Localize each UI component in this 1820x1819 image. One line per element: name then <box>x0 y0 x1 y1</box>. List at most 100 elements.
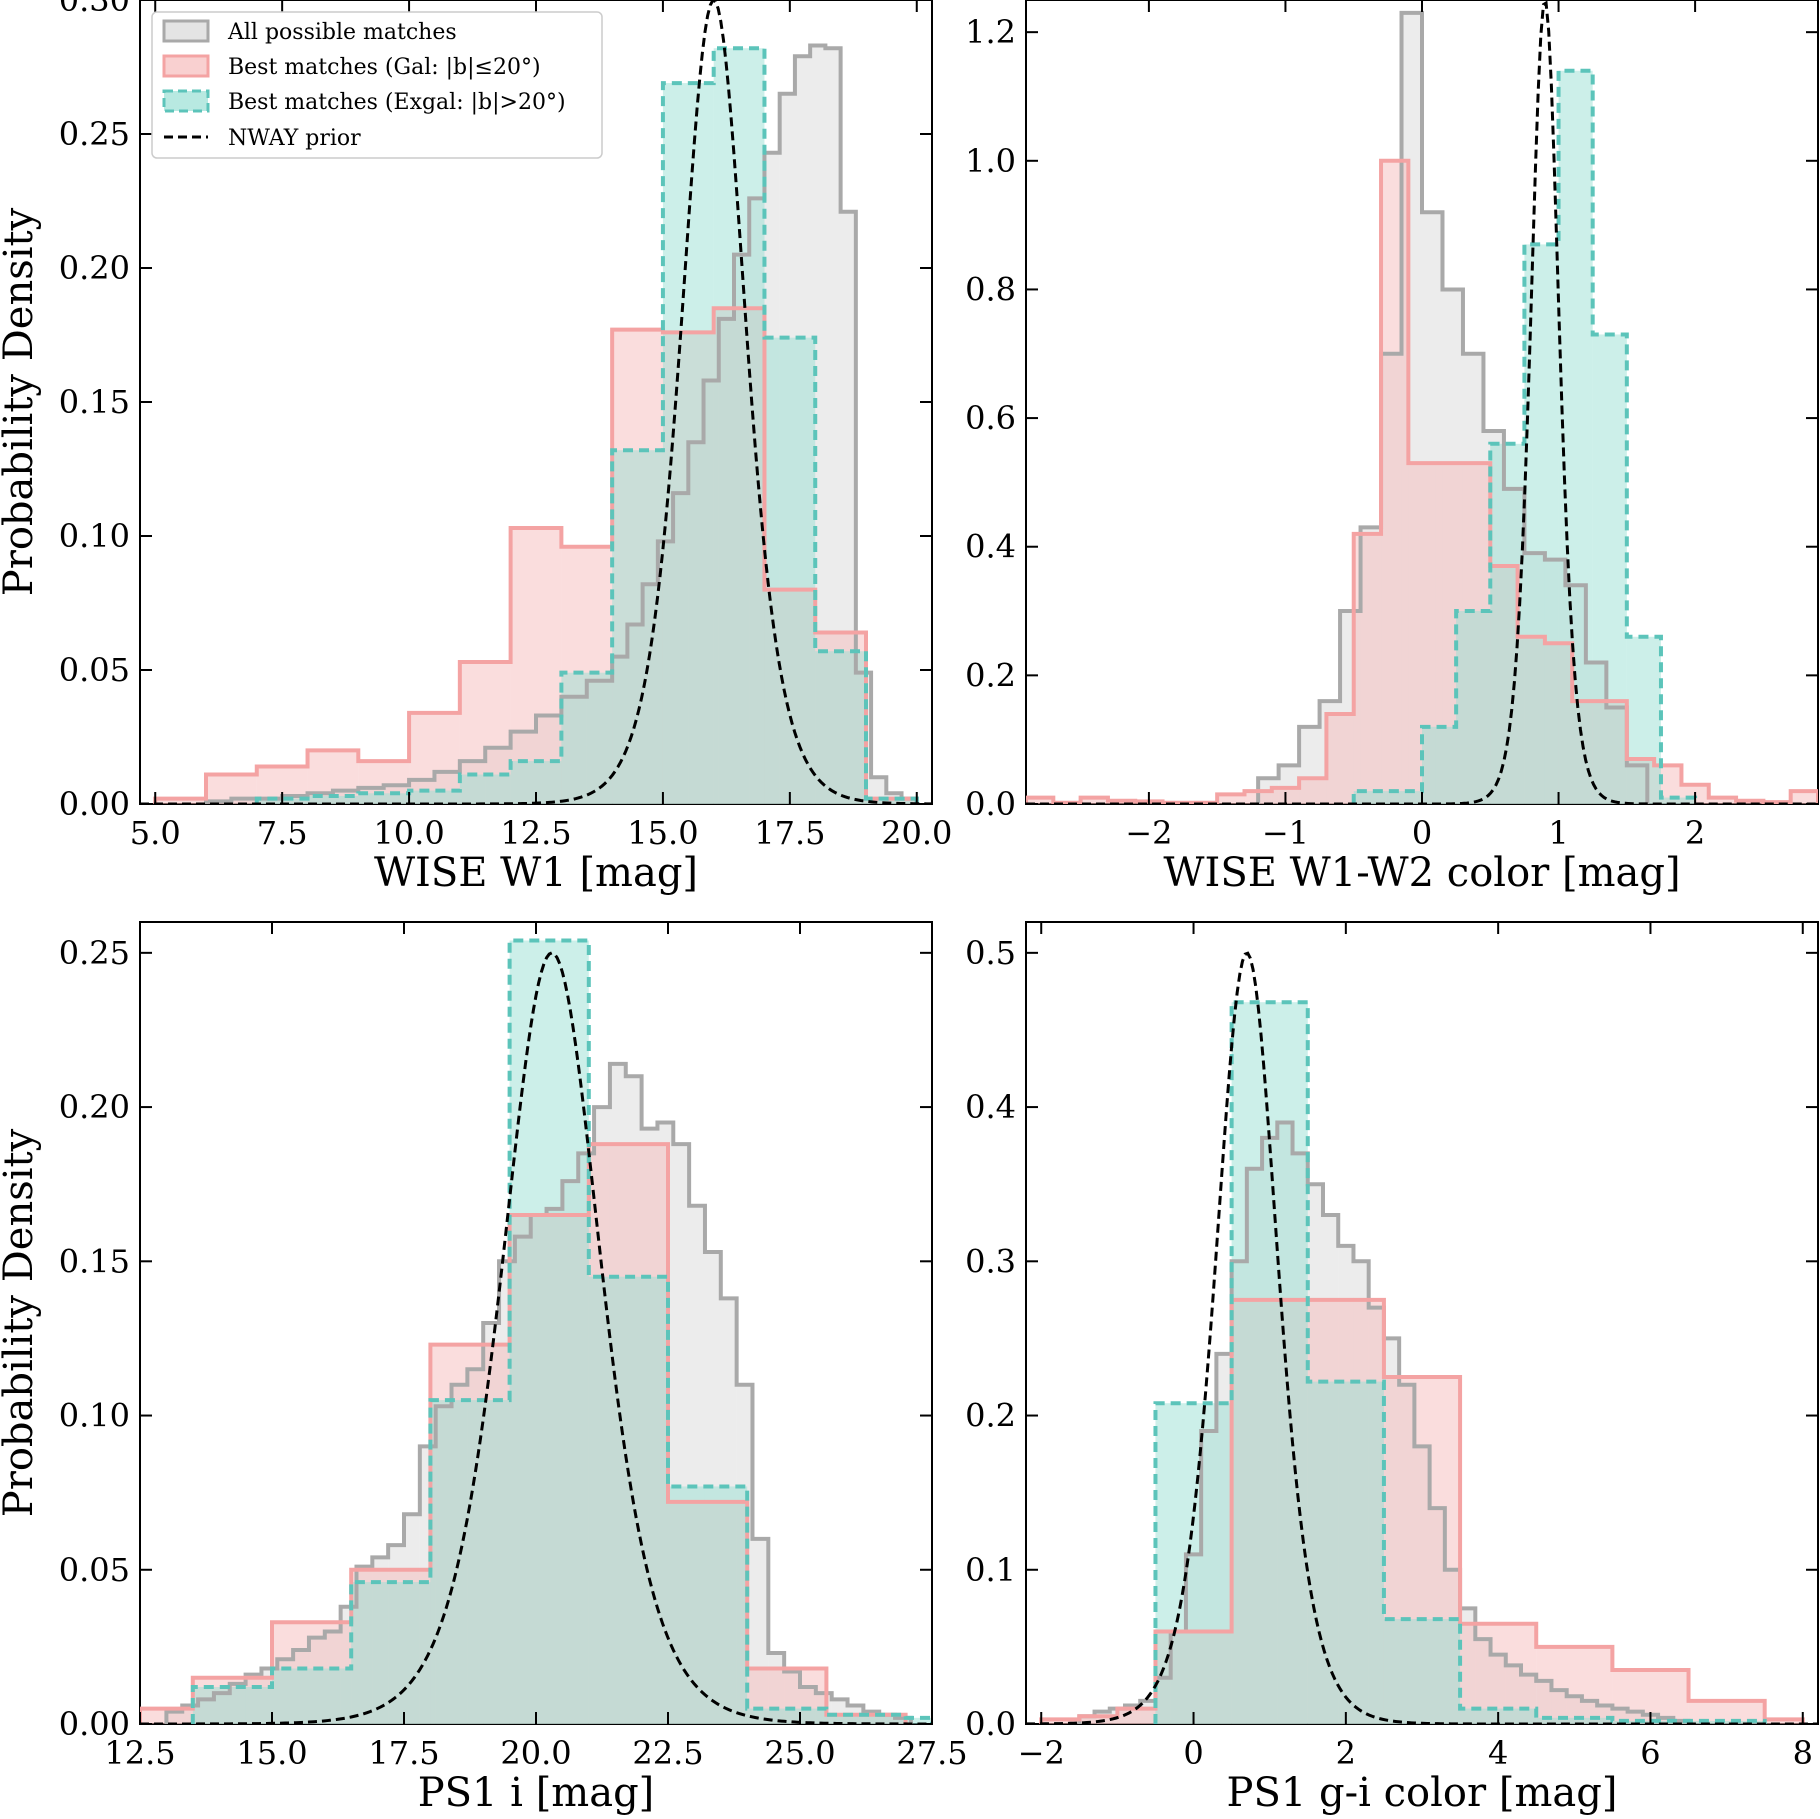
bar <box>1231 1002 1308 1724</box>
bar <box>1764 1719 1803 1724</box>
x-axis-label: WISE W1 [mag] <box>374 850 698 896</box>
legend-label-gal: Best matches (Gal: |b|≤20°) <box>228 55 541 80</box>
bar <box>1626 636 1661 804</box>
bar <box>1592 334 1627 804</box>
x-tick-label: −2 <box>1125 814 1172 852</box>
x-tick-label: 10.0 <box>373 814 444 852</box>
bar <box>510 527 562 804</box>
bar <box>1790 791 1818 804</box>
bar <box>1155 1403 1232 1724</box>
bar <box>1422 726 1457 804</box>
x-tick-label: 12.5 <box>104 1734 175 1772</box>
bar <box>1307 1381 1384 1724</box>
hist-exgal-outline <box>254 46 919 804</box>
x-tick-label: 7.5 <box>257 814 308 852</box>
x-tick-label: 2 <box>1685 814 1705 852</box>
hist-gal-outline <box>153 306 919 804</box>
bar <box>1536 1646 1613 1724</box>
y-tick-label: 0.6 <box>965 399 1016 437</box>
bar <box>747 1708 827 1724</box>
bar <box>459 774 511 804</box>
y-tick-label: 0.1 <box>965 1551 1016 1589</box>
hist-exgal-outline <box>190 938 932 1724</box>
y-tick-label: 0.00 <box>59 1705 130 1743</box>
x-tick-label: 22.5 <box>632 1734 703 1772</box>
y-tick-label: 0.25 <box>59 115 130 153</box>
x-tick-label: 0 <box>1183 1734 1203 1772</box>
bar <box>509 940 589 1724</box>
bar <box>409 790 460 804</box>
bar <box>1117 1708 1156 1724</box>
bar <box>1387 791 1422 804</box>
x-axis-label: PS1 i [mag] <box>418 1770 655 1816</box>
histograms <box>1026 951 1818 1724</box>
ticks: 5.0 7.5 10.0 12.5 15.0 17.5 20.0 0.00 0.05 0.10 0.… <box>59 0 952 852</box>
hist-exgal-bars <box>1155 1002 1765 1724</box>
bar <box>1353 533 1382 804</box>
legend-label-exgal: Best matches (Exgal: |b|>20°) <box>228 90 566 115</box>
bar <box>1326 713 1354 804</box>
bar <box>1708 797 1737 804</box>
x-tick-label: 20.0 <box>500 1734 571 1772</box>
ticks: 12.5 15.0 17.5 20.0 22.5 25.0 27.5 0.00 0.05 0.10… <box>59 922 968 1772</box>
bar <box>905 1717 932 1724</box>
x-tick-label: 2 <box>1336 1734 1356 1772</box>
bar <box>1217 794 1245 804</box>
y-tick-label: 1.2 <box>965 13 1016 51</box>
bar <box>1381 160 1409 804</box>
hist-all-outline <box>204 43 919 804</box>
bar <box>358 793 410 804</box>
bar <box>1041 1719 1080 1724</box>
y-tick-label: 0.10 <box>59 517 130 555</box>
y-tick-label: 1.0 <box>965 142 1016 180</box>
x-tick-label: 17.5 <box>754 814 825 852</box>
legend-swatch-gal <box>162 54 210 78</box>
bar <box>1299 778 1327 804</box>
legend-swatch-exgal <box>162 89 210 113</box>
panel-ps1-i: 12.5 15.0 17.5 20.0 22.5 25.0 27.5 0.00 0.05 0.10… <box>0 921 968 1816</box>
x-tick-label: 0 <box>1412 814 1432 852</box>
bar <box>272 1668 352 1724</box>
hist-all-outline <box>1256 10 1650 804</box>
panel-ps1-g-i: −2 0 2 4 6 8 0.0 0.1 0.2 0.3 0.4 0.5 PS1 g-i color … <box>965 921 1819 1816</box>
hist-exgal-bars <box>192 940 932 1724</box>
bar <box>1524 244 1559 804</box>
x-tick-label: 1 <box>1548 814 1568 852</box>
bar <box>866 798 917 804</box>
x-tick-label: 5.0 <box>130 814 181 852</box>
panel-wise-w1-w2: −2 −1 0 1 2 0.0 0.2 0.4 0.6 0.8 1.0 1.2 WISE W1-W2 … <box>965 0 1819 896</box>
x-tick-label: 8 <box>1793 1734 1813 1772</box>
x-tick-label: 17.5 <box>368 1734 439 1772</box>
x-tick-label: 20.0 <box>881 814 952 852</box>
y-tick-label: 0.4 <box>965 1088 1016 1126</box>
y-axis-label: Probability Density <box>0 207 42 596</box>
bar <box>588 1276 668 1724</box>
y-tick-label: 0.10 <box>59 1397 130 1435</box>
bar <box>1688 1720 1765 1724</box>
y-tick-label: 0.2 <box>965 656 1016 694</box>
y-tick-label: 0.30 <box>59 0 130 19</box>
x-tick-label: 15.0 <box>627 814 698 852</box>
y-tick-label: 0.2 <box>965 1397 1016 1435</box>
bar <box>192 1686 272 1724</box>
y-tick-label: 0.4 <box>965 528 1016 566</box>
bar <box>764 337 816 804</box>
y-tick-label: 0.20 <box>59 1088 130 1126</box>
legend-label-all: All possible matches <box>227 20 457 45</box>
bar <box>1688 1700 1765 1724</box>
x-axis-label: WISE W1-W2 color [mag] <box>1163 850 1680 896</box>
bar <box>815 651 866 804</box>
x-tick-label: −1 <box>1262 814 1309 852</box>
ticks: −2 0 2 4 6 8 0.0 0.1 0.2 0.3 0.4 0.5 <box>965 922 1818 1772</box>
y-tick-label: 0.0 <box>965 785 1016 823</box>
y-tick-label: 0.05 <box>59 651 130 689</box>
legend-label-prior: NWAY prior <box>228 126 361 151</box>
legend: All possible matches Best matches (Gal: … <box>151 11 603 159</box>
bar <box>430 1400 510 1724</box>
x-tick-label: −2 <box>1018 1734 1065 1772</box>
bar <box>155 798 206 804</box>
hist-exgal-outline <box>1351 68 1698 804</box>
bar <box>825 48 841 804</box>
x-tick-label: 25.0 <box>764 1734 835 1772</box>
